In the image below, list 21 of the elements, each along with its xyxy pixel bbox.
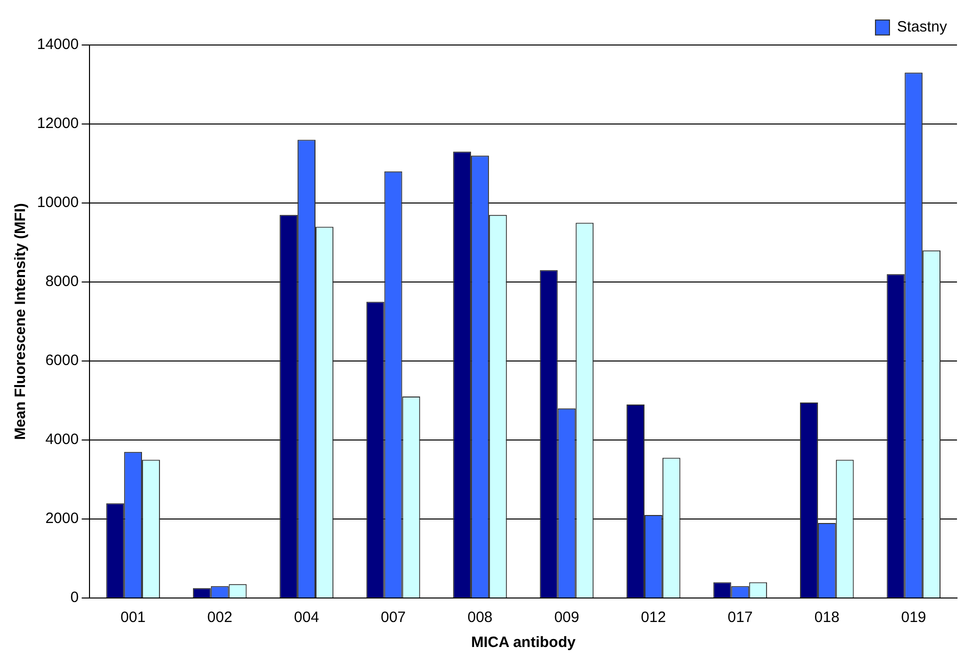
x-tick-label: 018 (814, 609, 840, 626)
x-axis-title: MICA antibody (471, 634, 576, 652)
y-axis-title: Mean Fluorescene Intensity (MFI) (12, 203, 30, 440)
x-tick-label: 007 (380, 609, 406, 626)
x-tick-label: 019 (901, 609, 926, 626)
y-tick-label: 2000 (45, 510, 79, 528)
y-tick-label: 12000 (36, 115, 79, 132)
x-tick-label: 002 (207, 609, 232, 626)
x-tick-label: 017 (728, 609, 753, 626)
y-tick-label: 8000 (45, 273, 79, 290)
x-tick-label: 008 (467, 609, 493, 626)
y-tick-label: 4000 (45, 431, 79, 448)
x-tick-label: 012 (640, 609, 666, 626)
x-tick-label: 009 (554, 609, 580, 626)
legend-label: Stastny (896, 18, 948, 36)
y-tick-label: 14000 (36, 36, 79, 54)
x-tick-label: 001 (120, 609, 146, 626)
y-tick-label: 0 (70, 589, 79, 606)
x-tick-label: 004 (294, 609, 320, 626)
y-tick-label: 6000 (45, 352, 79, 370)
y-tick-label: 10000 (36, 194, 79, 212)
